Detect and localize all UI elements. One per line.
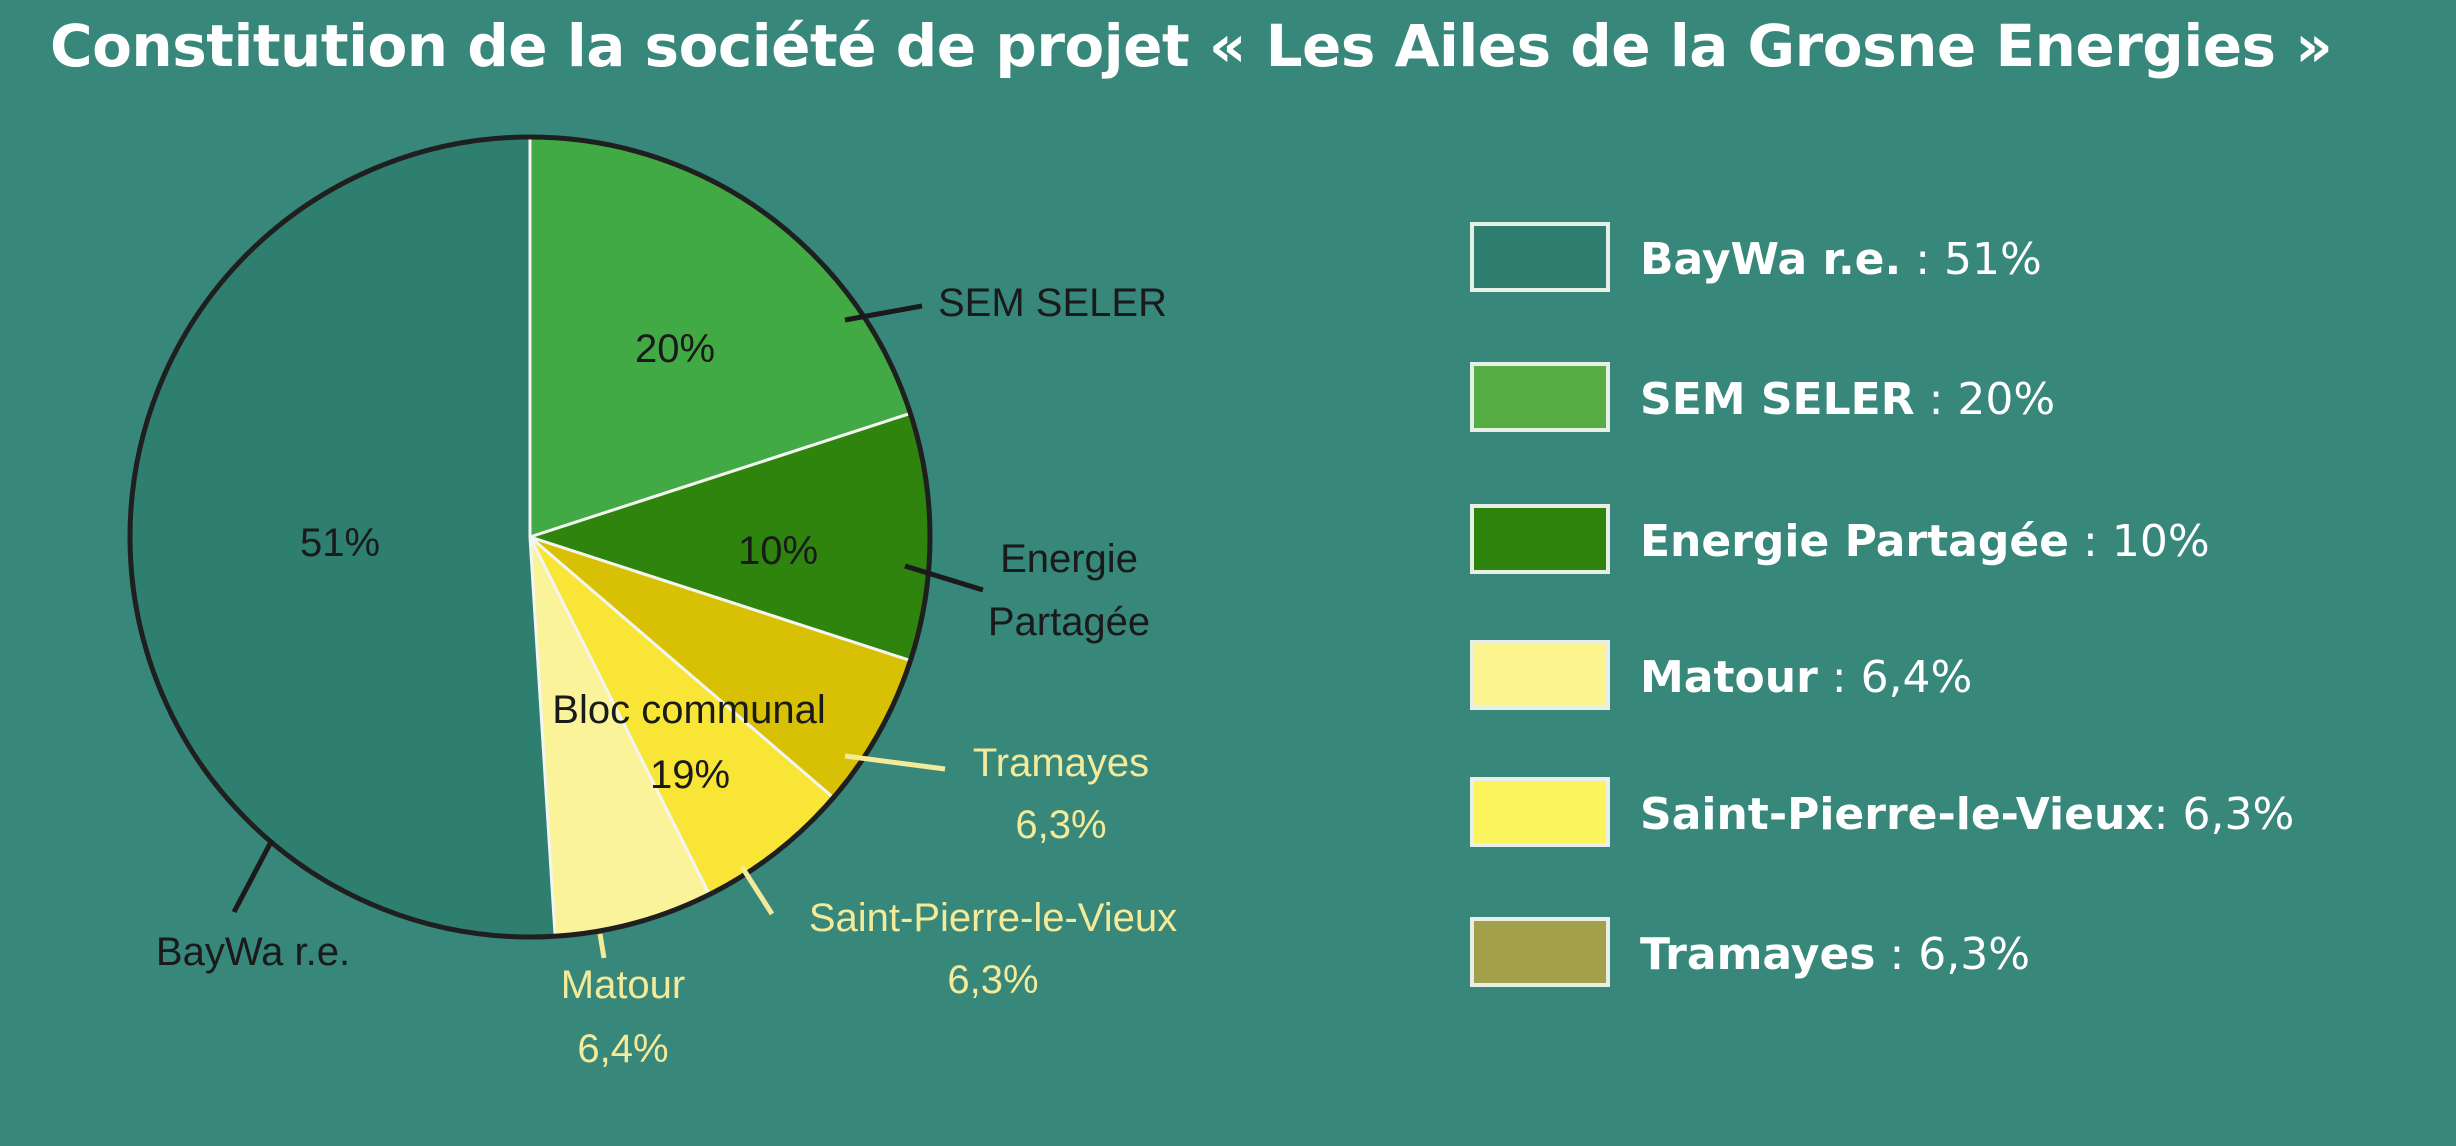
legend-item-energie-partagee: Energie Partagée : 10% [1470, 504, 2420, 584]
legend-swatch-energie-partagee [1470, 504, 1610, 574]
callout-label-sem-seler: SEM SELER [938, 281, 1167, 325]
callout-line-energie-partagee [904, 563, 984, 593]
group-label-bloc-communal: Bloc communal [552, 688, 825, 732]
legend-item-baywa: BayWa r.e. : 51% [1470, 222, 2420, 302]
legend-swatch-saint-pierre-le-vieux [1470, 777, 1610, 847]
legend-name: Tramayes [1640, 929, 1876, 980]
callout-label-spv-name: Saint-Pierre-le-Vieux [809, 896, 1177, 940]
group-value-label: 19% [650, 753, 730, 797]
legend-item-sem-seler: SEM SELER : 20% [1470, 362, 2420, 442]
callout-lines [231, 303, 984, 959]
legend-value: : 6,4% [1817, 652, 1973, 703]
legend-value: : 10% [2069, 516, 2210, 567]
callout-label-energie-line1: Energie [1000, 537, 1138, 581]
legend-item-tramayes: Tramayes : 6,3% [1470, 917, 2420, 997]
callout-line-matour [597, 933, 607, 959]
legend-item-matour: Matour : 6,4% [1470, 640, 2420, 720]
legend-value: : 6,3% [2153, 789, 2295, 840]
legend-item-saint-pierre-le-vieux: Saint-Pierre-le-Vieux: 6,3% [1470, 777, 2420, 857]
legend-name: Matour [1640, 652, 1818, 703]
legend-swatch-baywa [1470, 222, 1610, 292]
callout-line-saint-pierre-le-vieux [739, 865, 775, 916]
callout-line-sem-seler [844, 303, 923, 323]
pie-slices [127, 134, 933, 940]
legend-value: : 51% [1901, 234, 2042, 285]
callout-label-matour-name: Matour [561, 963, 686, 1007]
legend-name: SEM SELER [1640, 374, 1915, 425]
legend-value: : 6,3% [1875, 929, 2031, 980]
pie-outline [127, 134, 933, 940]
callout-label-baywa: BayWa r.e. [156, 930, 350, 974]
slice-value-label-baywa: 51% [300, 521, 380, 565]
legend-name: BayWa r.e. [1640, 234, 1902, 285]
callout-label-energie-line2: Partagée [988, 600, 1150, 644]
callout-label-tramayes-name: Tramayes [973, 741, 1149, 785]
callout-label-matour-value: 6,4% [577, 1027, 668, 1071]
legend-name: Saint-Pierre-le-Vieux [1640, 789, 2154, 840]
slice-value-label-sem-seler: 20% [635, 327, 715, 371]
callout-label-tramayes-value: 6,3% [1015, 803, 1106, 847]
callout-label-spv-value: 6,3% [947, 958, 1038, 1002]
callout-line-tramayes [844, 753, 946, 772]
legend-swatch-tramayes [1470, 917, 1610, 987]
legend-name: Energie Partagée [1640, 516, 2070, 567]
legend-swatch-sem-seler [1470, 362, 1610, 432]
callout-line-baywa [231, 838, 275, 914]
slice-value-label-energie-partagee: 10% [738, 529, 818, 573]
legend-value: : 20% [1914, 374, 2056, 425]
legend-swatch-matour [1470, 640, 1610, 710]
chart-title: Constitution de la société de projet « L… [50, 12, 2333, 80]
